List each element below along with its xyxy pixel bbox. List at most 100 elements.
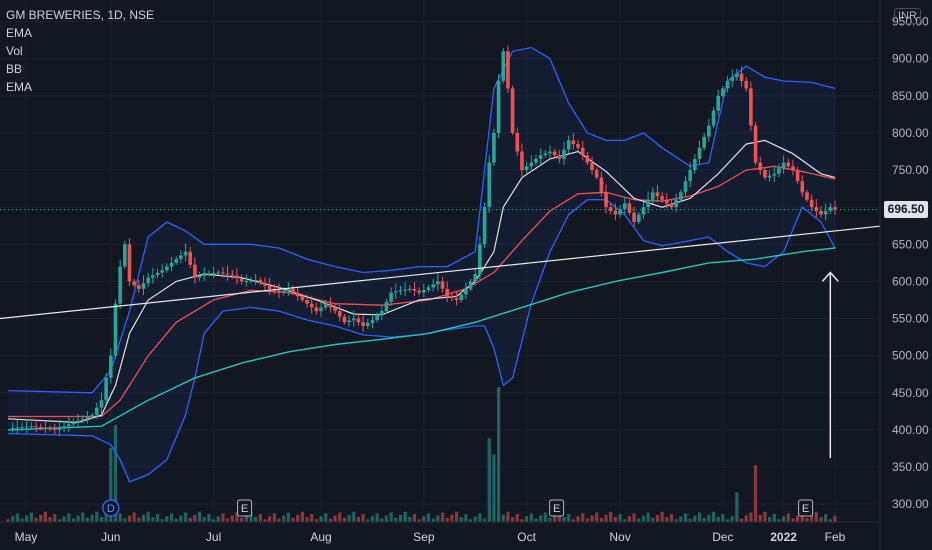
price-tick-label: 800.00 [892, 126, 929, 140]
candle-body [123, 244, 127, 267]
volume-bar [240, 517, 244, 522]
volume-bar [90, 514, 94, 522]
candle-body [459, 294, 464, 300]
candle-body [833, 207, 837, 210]
candle-body [408, 288, 412, 290]
volume-bar [244, 514, 248, 522]
legend-bb[interactable]: BB [6, 62, 23, 76]
symbol-title[interactable]: GM BREWERIES, 1D, NSE [6, 8, 155, 22]
volume-bar [76, 515, 80, 522]
ema-mid-line [8, 165, 836, 418]
candle-body [319, 307, 323, 312]
candle-body [137, 285, 141, 289]
volume-bar [697, 512, 702, 522]
volume-bar [739, 518, 744, 522]
price-tick-label: 500.00 [892, 349, 929, 363]
candle-body [305, 299, 309, 304]
candle-body [468, 281, 473, 289]
volume-bar [758, 514, 762, 522]
volume-bar [581, 513, 585, 522]
legend-vol[interactable]: Vol [6, 44, 23, 58]
volume-bar [735, 492, 739, 522]
time-tick-label: Dec [712, 530, 733, 544]
candle-body [34, 426, 38, 428]
bollinger-bands [7, 46, 836, 483]
volume-bar [99, 517, 104, 522]
volume-bar [786, 513, 790, 522]
volume-bar [468, 519, 473, 522]
candle-body [636, 214, 641, 223]
volume-bar [268, 516, 272, 522]
candle-body [590, 162, 594, 171]
volume-bar [394, 517, 398, 522]
candle-body [314, 307, 319, 312]
candle-body [520, 151, 524, 171]
candle-body [450, 296, 454, 299]
volume-bar [412, 514, 417, 522]
candle-body [767, 175, 772, 178]
candle-body [693, 158, 697, 171]
candle-body [267, 285, 272, 289]
earnings-marker-icon [798, 499, 814, 517]
candle-body [809, 199, 814, 208]
candle-body [557, 155, 562, 159]
candle-body [379, 311, 384, 316]
candle-body [291, 288, 295, 293]
volume-bar [207, 514, 211, 522]
legend-ema-1[interactable]: EMA [6, 26, 33, 40]
candle-body [492, 132, 496, 163]
candle-body [179, 255, 183, 260]
volume-bar [525, 516, 529, 522]
candle-body [426, 287, 431, 290]
volume-bar [520, 519, 524, 522]
volume-bar [725, 519, 730, 522]
candle-body [674, 199, 678, 208]
volume-bar [688, 518, 692, 522]
candle-body [622, 203, 627, 210]
volume-bar [641, 515, 646, 522]
volume-bar [473, 516, 477, 522]
candle-body [496, 80, 501, 133]
volume-bar [127, 515, 132, 522]
candle-body [440, 281, 445, 289]
candle-body [697, 147, 702, 159]
time-tick-label: Jun [101, 530, 120, 544]
volume-bar [496, 387, 501, 522]
candle-body [422, 289, 426, 293]
volume-bar [25, 515, 29, 522]
volume-bar [291, 517, 295, 522]
candle-body [389, 292, 393, 302]
candle-body [20, 427, 24, 429]
candle-body [62, 426, 66, 429]
volume-bar [567, 514, 571, 522]
volume-bar [71, 518, 76, 522]
volume-bar [763, 511, 767, 522]
volume-bar [300, 511, 304, 522]
volume-bar [169, 513, 174, 522]
volume-bar [539, 515, 543, 522]
volume-bar [347, 514, 351, 522]
time-axis[interactable]: May Jun Jul Aug Sep Oct Nov Dec 2022 Feb [0, 521, 880, 544]
candle-body [786, 162, 791, 167]
volume-bar [651, 517, 655, 522]
price-axis[interactable]: 950.00900.00850.00800.00750.00700.00650.… [879, 0, 929, 550]
volume-bar [679, 516, 683, 522]
candle-body [613, 210, 618, 215]
candle-body [230, 274, 235, 276]
event-marker-label: E [553, 503, 560, 515]
volume-bar [29, 512, 33, 522]
candle-body [281, 290, 286, 293]
volume-bar [422, 516, 426, 522]
volume-bar [796, 515, 800, 522]
legend-ema-2[interactable]: EMA [6, 80, 33, 94]
candle-body [10, 427, 15, 429]
volume-bar [183, 512, 188, 522]
currency-badge[interactable]: INR [894, 8, 921, 24]
candle-body [552, 151, 557, 156]
volume-bar [67, 513, 71, 522]
volume-bar [221, 513, 225, 522]
volume-bar [791, 518, 795, 522]
volume-bar [702, 517, 706, 522]
volume-bar [6, 519, 10, 522]
